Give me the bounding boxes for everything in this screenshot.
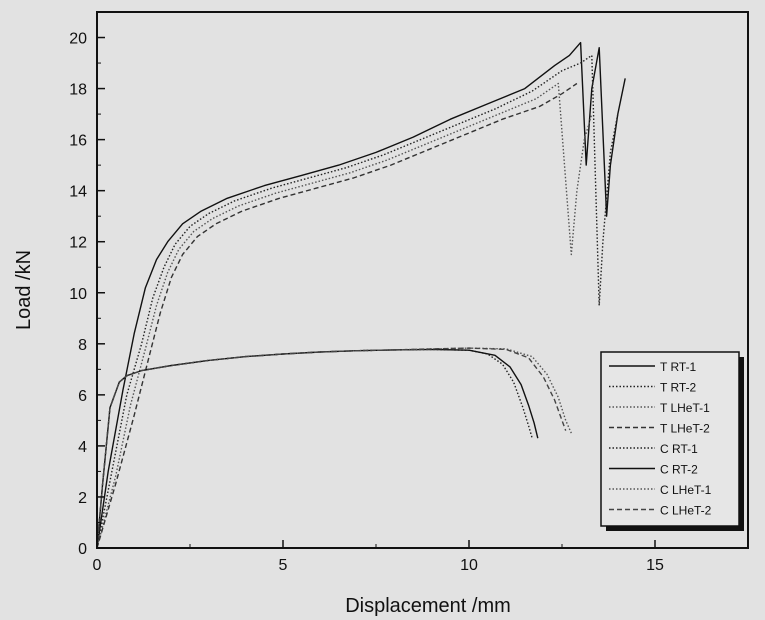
y-tick-label: 14 bbox=[69, 184, 87, 201]
legend-label: T LHeT-2 bbox=[660, 422, 710, 436]
legend-label: T RT-1 bbox=[660, 360, 697, 374]
axes-layer: 0 5 10 15 0 2 4 6 8 10 12 14 16 18 20 bbox=[69, 31, 664, 574]
y-tick-label: 8 bbox=[78, 337, 87, 354]
y-tick-label: 12 bbox=[69, 235, 87, 252]
legend-label: T RT-2 bbox=[660, 381, 697, 395]
legend-box bbox=[600, 351, 740, 527]
legend-label: T LHeT-1 bbox=[660, 401, 710, 415]
y-tick-label: 18 bbox=[69, 82, 87, 99]
y-tick-label: 4 bbox=[78, 439, 87, 456]
plot-frame bbox=[96, 11, 749, 549]
series-line-4 bbox=[96, 348, 533, 549]
series-line-7 bbox=[96, 347, 567, 549]
series-line-0 bbox=[96, 41, 626, 549]
y-axis-title: Load /kN bbox=[13, 250, 35, 330]
y-tick-label: 16 bbox=[69, 133, 87, 150]
series-line-3 bbox=[96, 82, 578, 549]
legend-label: C LHeT-1 bbox=[660, 483, 712, 497]
legend-label: C RT-1 bbox=[660, 442, 698, 456]
x-tick-label: 10 bbox=[460, 557, 478, 574]
y-tick-label: 20 bbox=[69, 31, 87, 48]
legend-label: C LHeT-2 bbox=[660, 504, 712, 518]
series-line-5 bbox=[96, 348, 539, 549]
y-tick-label: 6 bbox=[78, 388, 87, 405]
curves-layer bbox=[96, 41, 626, 549]
legend: T RT-1 T RT-2 T LHeT-1 T LHeT-2 C RT-1 C RT-2… bbox=[600, 351, 744, 531]
y-tick-label: 10 bbox=[69, 286, 87, 303]
legend-label: C RT-2 bbox=[660, 463, 698, 477]
x-tick-label: 5 bbox=[279, 557, 288, 574]
series-line-1 bbox=[96, 54, 619, 549]
x-tick-label: 15 bbox=[646, 557, 664, 574]
y-tick-label: 0 bbox=[78, 541, 87, 558]
y-tick-label: 2 bbox=[78, 490, 87, 507]
x-tick-label: 0 bbox=[93, 557, 102, 574]
series-line-6 bbox=[96, 347, 572, 549]
series-line-2 bbox=[96, 82, 593, 549]
x-axis-title: Displacement /mm bbox=[345, 595, 511, 617]
